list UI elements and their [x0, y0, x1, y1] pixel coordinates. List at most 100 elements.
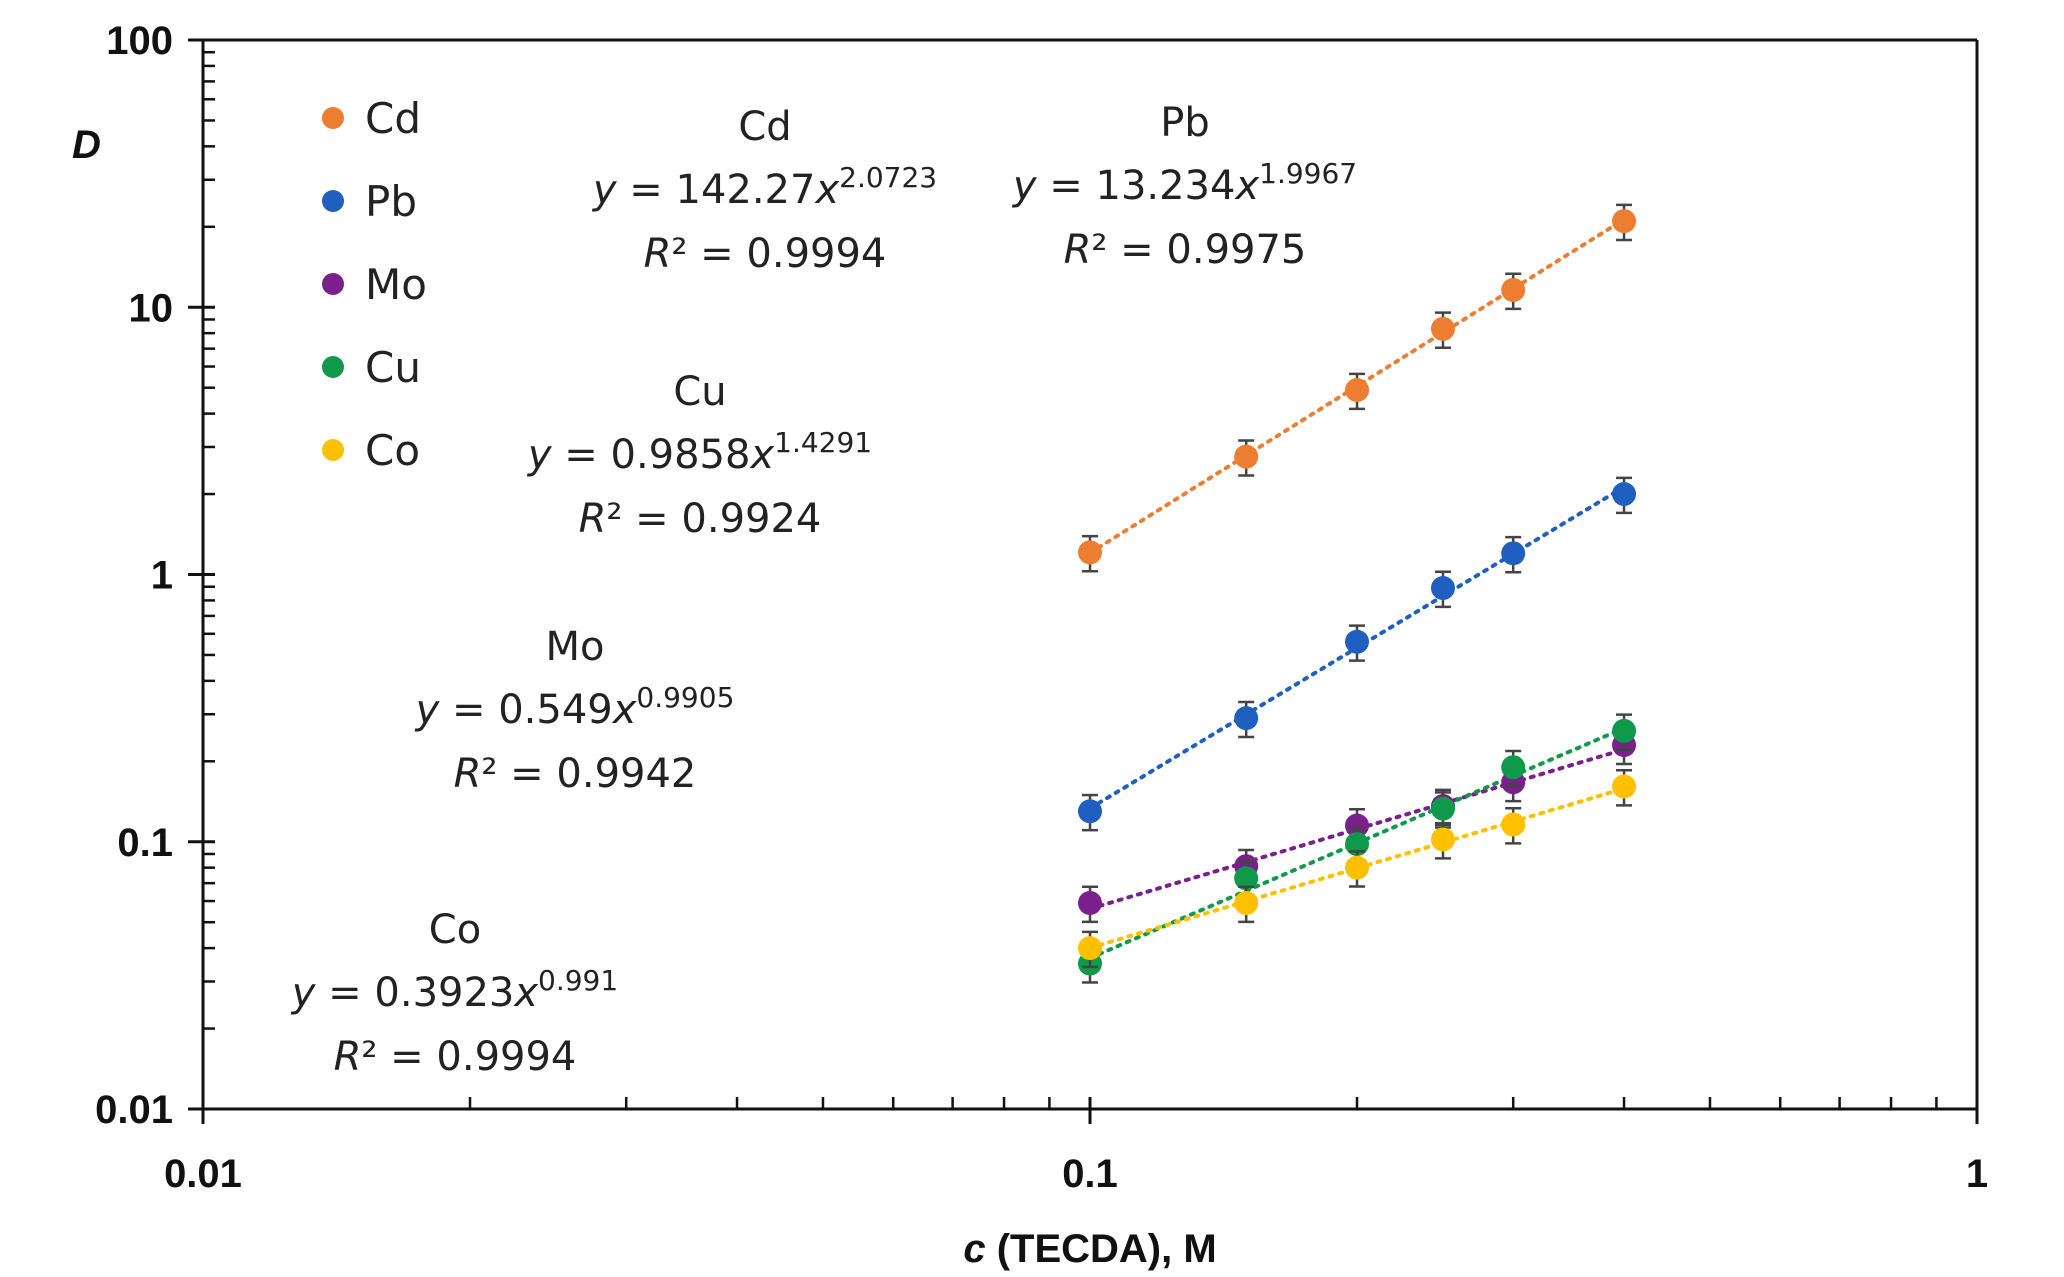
r2-symbol: R	[334, 1034, 362, 1080]
fit-r2: R² = 0.9924	[579, 496, 822, 542]
x-axis-title: c (TECDA), M	[963, 1227, 1216, 1271]
fit-title: Co	[429, 907, 481, 953]
fit-equation: y = 13.234x1.9967	[1012, 157, 1357, 209]
eq-exponent: 1.9967	[1259, 157, 1357, 190]
marker	[1501, 755, 1526, 780]
eq-x: x	[813, 167, 839, 213]
data-point-cd	[1501, 272, 1526, 311]
fit-equation: y = 0.9858x1.4291	[527, 426, 872, 478]
legend-marker	[322, 439, 344, 461]
data-point-cd	[1078, 534, 1102, 573]
marker	[1234, 444, 1259, 469]
fit-r2: R² = 0.9975	[1064, 227, 1307, 273]
eq-coef: = 0.9858	[552, 432, 751, 478]
y-axis-title: D	[72, 123, 101, 167]
data-point-co	[1430, 821, 1455, 860]
eq-y: y	[1012, 163, 1038, 209]
marker	[1345, 832, 1370, 857]
fit-title: Cd	[738, 104, 791, 150]
marker	[1234, 706, 1259, 731]
marker	[1345, 629, 1370, 654]
eq-y: y	[415, 687, 441, 733]
data-point-cd	[1345, 372, 1370, 411]
y-tick-label: 1	[151, 554, 173, 598]
legend-item-cu: Cu	[322, 343, 421, 392]
x-axis-title-unit: (TECDA), M	[986, 1227, 1217, 1271]
eq-y: y	[291, 970, 317, 1016]
data-point-co	[1501, 807, 1526, 845]
marker	[1501, 541, 1526, 566]
marker	[1345, 813, 1370, 838]
marker	[1234, 866, 1259, 891]
eq-exponent: 0.9905	[636, 681, 734, 714]
data-point-pb	[1612, 476, 1637, 515]
legend-marker	[322, 190, 344, 212]
marker	[1345, 855, 1370, 880]
data-point-pb	[1501, 535, 1526, 574]
marker	[1078, 799, 1102, 824]
marker	[1078, 890, 1102, 915]
y-tick-label: 0.01	[95, 1088, 173, 1132]
legend-item-mo: Mo	[322, 260, 427, 309]
y-tick-label: 10	[129, 286, 174, 330]
legend-label: Co	[365, 426, 420, 475]
marker	[1345, 378, 1370, 403]
x-axis-title-var: c	[963, 1227, 985, 1271]
data-point-pb	[1234, 700, 1259, 739]
r2-value: ² = 0.9942	[481, 751, 696, 797]
fit-annotation-mo: Mo y = 0.549x0.9905 R² = 0.9942	[415, 624, 735, 797]
data-point-pb	[1078, 793, 1102, 832]
x-tick-label: 0.01	[164, 1152, 242, 1196]
marker	[1612, 209, 1637, 234]
r2-symbol: R	[1064, 227, 1092, 273]
x-tick-label: 1	[1966, 1152, 1988, 1196]
fit-annotation-cu: Cu y = 0.9858x1.4291 R² = 0.9924	[527, 369, 872, 542]
legend-item-cd: Cd	[322, 94, 421, 143]
data-point-cd	[1234, 439, 1259, 477]
fit-r2: R² = 0.9994	[644, 231, 887, 277]
marker	[1612, 482, 1637, 507]
legend: Cd Pb Mo Cu Co	[322, 94, 427, 475]
eq-coef: = 13.234	[1037, 163, 1236, 209]
fit-equation: y = 142.27x2.0723	[592, 161, 937, 213]
legend-item-pb: Pb	[322, 177, 417, 226]
fit-equation: y = 0.549x0.9905	[415, 681, 735, 733]
legend-label: Pb	[365, 177, 417, 226]
legend-marker	[322, 273, 344, 295]
marker	[1430, 796, 1455, 821]
legend-item-co: Co	[322, 426, 420, 475]
fit-annotation-pb: Pb y = 13.234x1.9967 R² = 0.9975	[1012, 100, 1357, 273]
legend-label: Cd	[365, 94, 421, 143]
data-point-cd	[1430, 311, 1455, 349]
r2-symbol: R	[454, 751, 482, 797]
fit-equation: y = 0.3923x0.991	[291, 964, 618, 1016]
eq-coef: = 142.27	[617, 167, 816, 213]
r2-value: ² = 0.9994	[361, 1034, 576, 1080]
eq-exponent: 1.4291	[774, 426, 872, 459]
r2-symbol: R	[579, 496, 607, 542]
eq-exponent: 2.0723	[839, 161, 937, 194]
data-point-co	[1078, 930, 1102, 969]
data-point-cu	[1612, 713, 1637, 751]
data-point-pb	[1430, 570, 1455, 609]
marker	[1612, 774, 1637, 799]
marker	[1430, 316, 1455, 341]
fit-annotation-cd: Cd y = 142.27x2.0723 R² = 0.9994	[592, 104, 937, 277]
legend-label: Cu	[365, 343, 421, 392]
data-point-co	[1345, 850, 1370, 888]
eq-coef: = 0.549	[439, 687, 612, 733]
marker	[1501, 278, 1526, 303]
marker	[1078, 936, 1102, 961]
fit-r2: R² = 0.9994	[334, 1034, 577, 1080]
fit-title: Pb	[1160, 100, 1210, 146]
eq-y: y	[527, 432, 553, 478]
data-point-co	[1234, 885, 1259, 924]
eq-y: y	[592, 167, 618, 213]
fit-r2: R² = 0.9942	[454, 751, 697, 797]
marker	[1430, 827, 1455, 852]
eq-x: x	[748, 432, 774, 478]
fit-title: Mo	[546, 624, 605, 670]
marker	[1234, 890, 1259, 915]
